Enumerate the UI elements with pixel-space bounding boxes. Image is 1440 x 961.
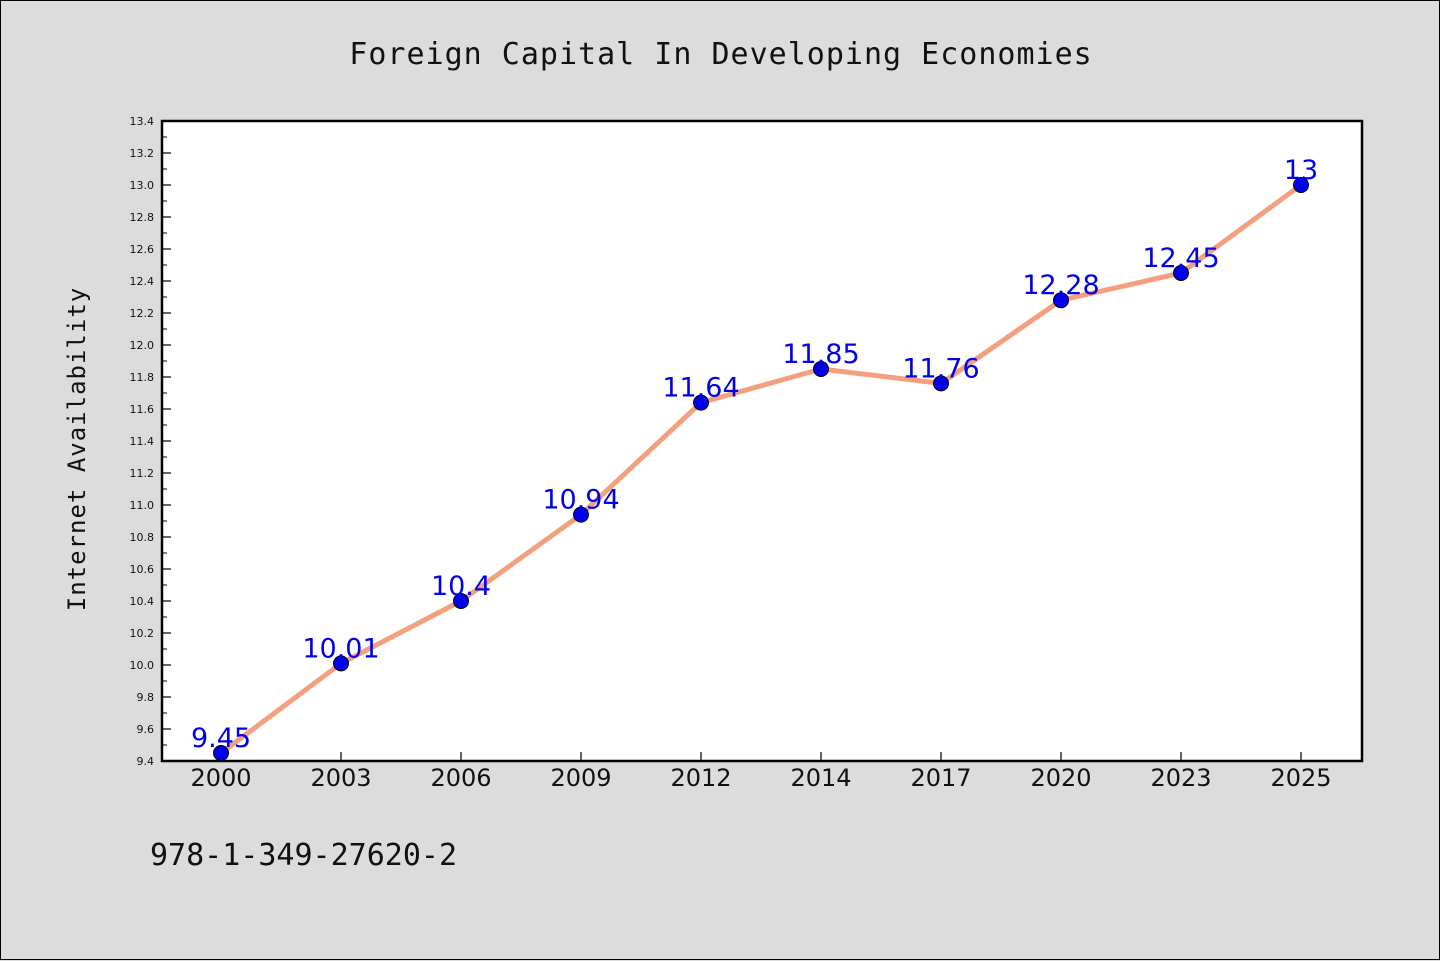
y-tick-label: 13.4 <box>130 115 155 128</box>
y-tick-label: 13.0 <box>130 179 155 192</box>
data-point <box>1053 292 1069 309</box>
series-line <box>213 177 1309 761</box>
y-axis-label: Internet Availability <box>63 287 91 611</box>
x-tick-label: 2020 <box>1030 764 1091 792</box>
data-point <box>333 655 349 672</box>
y-axis-ticks: 9.4 9.6 9.8 10.0 10.2 10.4 10.6 10.8 11.0 11.2 11.… <box>130 115 171 768</box>
y-tick-label: 9.6 <box>137 723 155 736</box>
y-tick-label: 11.6 <box>130 403 155 416</box>
data-point <box>1173 265 1189 281</box>
data-label: 11.76 <box>902 353 979 384</box>
y-tick-label: 11.4 <box>130 435 155 448</box>
series-path <box>218 182 1304 756</box>
data-point <box>1293 177 1309 193</box>
data-point <box>213 745 229 761</box>
data-point <box>453 593 469 609</box>
y-tick-label: 10.8 <box>130 531 155 544</box>
y-tick-label: 10.6 <box>130 563 155 576</box>
x-axis-ticks: 2000 2003 2006 2009 2012 2014 2017 2020 2023 2025 <box>190 752 1332 792</box>
y-tick-label: 12.2 <box>130 307 155 320</box>
data-label: 12.28 <box>1022 270 1099 301</box>
x-tick-label: 2023 <box>1150 764 1211 792</box>
y-tick-label: 11.0 <box>130 499 155 512</box>
data-label: 10.01 <box>302 633 379 664</box>
footnote-isbn: 978-1-349-27620-2 <box>150 838 457 873</box>
y-tick-label: 10.2 <box>130 627 155 640</box>
data-label: 9.45 <box>191 723 251 754</box>
y-tick-label: 12.0 <box>130 339 155 352</box>
x-tick-label: 2006 <box>430 764 491 792</box>
data-point <box>573 506 589 523</box>
y-tick-label: 11.2 <box>130 467 155 480</box>
y-tick-label: 12.6 <box>130 243 155 256</box>
y-tick-label: 9.8 <box>137 691 155 704</box>
x-tick-label: 2012 <box>670 764 731 792</box>
y-tick-label: 11.8 <box>130 371 155 384</box>
y-tick-label: 9.4 <box>137 755 155 768</box>
x-tick-label: 2009 <box>550 764 611 792</box>
y-tick-label: 10.4 <box>130 595 155 608</box>
data-labels: 9.45 10.01 10.4 10.94 11.64 11.85 11.76 12.28 12… <box>191 155 1318 754</box>
data-point <box>693 394 709 411</box>
data-label: 11.85 <box>782 339 859 370</box>
x-tick-label: 2003 <box>310 764 371 792</box>
x-tick-label: 2017 <box>910 764 971 792</box>
x-tick-label: 2025 <box>1270 764 1331 792</box>
y-tick-label: 12.8 <box>130 211 155 224</box>
y-tick-label: 13.2 <box>130 147 155 160</box>
data-label: 13 <box>1284 155 1318 186</box>
x-tick-label: 2014 <box>790 764 851 792</box>
y-tick-label: 10.0 <box>130 659 155 672</box>
data-label: 12.45 <box>1142 243 1219 274</box>
chart-title: Foreign Capital In Developing Economies <box>349 37 1092 72</box>
data-point <box>813 361 829 377</box>
data-label: 10.94 <box>542 485 619 516</box>
data-label: 10.4 <box>431 571 491 602</box>
data-label: 11.64 <box>662 373 739 404</box>
y-tick-label: 12.4 <box>130 275 155 288</box>
x-tick-label: 2000 <box>190 764 251 792</box>
data-point <box>933 375 949 392</box>
